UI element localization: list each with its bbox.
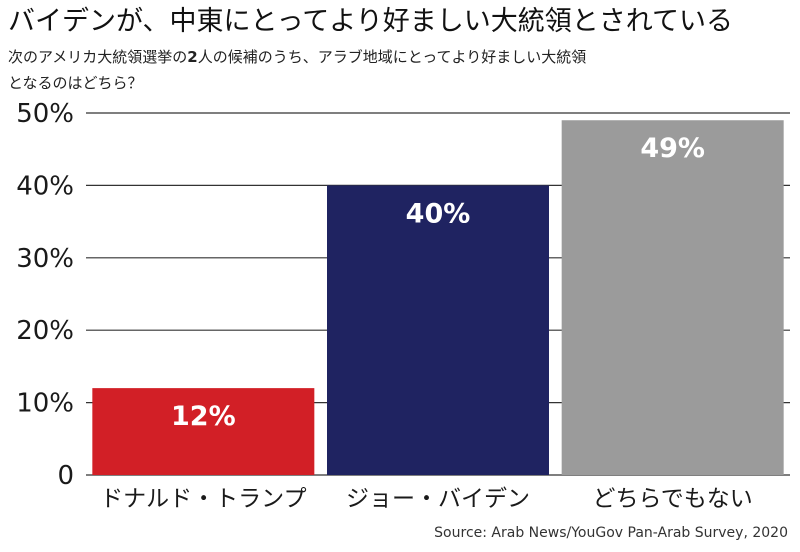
x-tick-label: ジョー・バイデン [346,486,530,512]
source-note: Source: Arab News/YouGov Pan-Arab Survey… [434,525,788,541]
y-tick-label: 30% [16,244,74,274]
subtitle-text-pre: 次のアメリカ大統領選挙の [8,48,188,66]
bar-data-label: 40% [406,198,471,229]
y-axis-tick-labels: 0 10% 20% 30% 40% 50% [16,99,74,491]
chart-title: バイデンが、中東にとってより好ましい大統領とされている [8,6,733,37]
bar [92,388,315,475]
bar-data-label: 12% [171,401,236,432]
x-tick-label: どちらでもない [593,486,753,512]
subtitle-number: 2 [187,48,198,66]
y-tick-label: 40% [16,171,74,201]
bar [327,185,549,475]
bar-data-label: 49% [640,133,705,164]
chart-subtitle: 次のアメリカ大統領選挙の2人の候補のうち、アラブ地域にとってより好ましい大統領と… [8,44,588,96]
x-axis-tick-labels: ドナルド・トランプ ジョー・バイデン どちらでもない [100,486,753,512]
y-tick-label: 50% [16,99,74,129]
y-tick-label: 10% [16,389,74,419]
subtitle-text-post: 人の候補のうち、アラブ地域にとってより好ましい大統領となるのはどちら？ [8,48,587,92]
y-tick-label: 0 [57,461,74,491]
x-tick-label: ドナルド・トランプ [100,486,306,512]
y-tick-label: 20% [16,316,74,346]
bar [561,120,784,476]
bars: 12% 40% 49% [92,120,784,476]
